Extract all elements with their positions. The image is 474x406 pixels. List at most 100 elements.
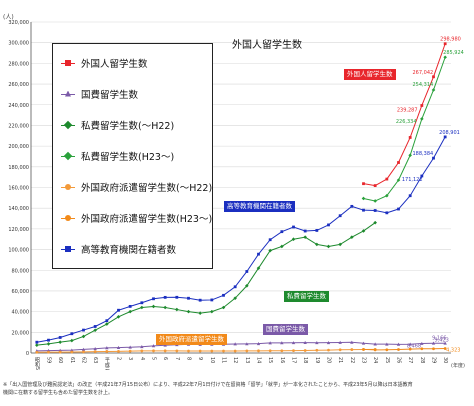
data-point bbox=[443, 135, 447, 139]
chart-plot: 0 20,000 40,000 60,000 80,000 100,000 120,000 1… bbox=[8, 20, 464, 370]
data-point bbox=[432, 75, 435, 79]
data-label: 239,287 bbox=[397, 107, 418, 113]
data-point bbox=[350, 340, 354, 344]
data-label: 267,042 bbox=[413, 70, 434, 76]
data-point bbox=[82, 350, 85, 354]
data-point bbox=[151, 344, 156, 348]
data-point bbox=[198, 311, 202, 315]
data-point bbox=[128, 345, 132, 349]
data-point bbox=[105, 322, 109, 326]
x-tick-label: 12 bbox=[232, 357, 238, 363]
y-tick-label: 300,000 bbox=[8, 41, 29, 47]
data-point bbox=[338, 242, 342, 247]
chart-title: 外国人留学生数 bbox=[232, 40, 302, 51]
data-point bbox=[397, 348, 400, 351]
data-point bbox=[291, 237, 296, 242]
data-point bbox=[431, 88, 436, 92]
x-tick-label: 20 bbox=[326, 357, 332, 363]
x-tick-label: 4 bbox=[139, 357, 145, 360]
x-tick-label: 59 bbox=[46, 357, 52, 363]
legend-swatch bbox=[61, 183, 75, 190]
y-tick-label: 20,000 bbox=[12, 330, 30, 336]
y-tick-label: 240,000 bbox=[8, 103, 29, 109]
data-point bbox=[58, 336, 62, 339]
data-point bbox=[350, 235, 354, 239]
annotation-higher-education: 高等教育機関在籍者数 bbox=[224, 201, 295, 212]
data-point bbox=[81, 347, 86, 351]
x-tick-label: 9 bbox=[197, 357, 203, 360]
legend-item-1: 外国人留学生数 bbox=[61, 56, 148, 70]
legend-swatch bbox=[61, 245, 75, 252]
data-point bbox=[105, 350, 109, 353]
data-point bbox=[256, 266, 261, 270]
data-point bbox=[233, 285, 237, 289]
data-point bbox=[280, 244, 284, 249]
data-point bbox=[210, 309, 214, 314]
data-point bbox=[116, 314, 121, 319]
data-point bbox=[361, 341, 366, 345]
x-tick-label: 30 bbox=[442, 357, 448, 363]
x-tick-label: 21 bbox=[337, 357, 343, 363]
data-point bbox=[128, 304, 132, 308]
data-label: 4,323 bbox=[446, 348, 460, 354]
data-point bbox=[210, 349, 214, 353]
x-tick-label: 19 bbox=[314, 357, 320, 363]
y-tick-label: 100,000 bbox=[8, 248, 29, 254]
data-label: 171,122 bbox=[402, 177, 423, 183]
x-tick-label: 13 bbox=[244, 357, 250, 363]
legend-item-6: 外国政府派遣留学生数(H23～) bbox=[61, 211, 212, 225]
x-tick-label: 18 bbox=[302, 357, 308, 363]
data-point bbox=[70, 350, 74, 354]
x-tick-label: 8 bbox=[186, 357, 192, 360]
data-point bbox=[268, 248, 272, 253]
data-point bbox=[140, 301, 144, 305]
x-tick-label: 5 bbox=[151, 357, 157, 360]
data-point bbox=[397, 207, 400, 211]
y-tick-label: 260,000 bbox=[8, 82, 29, 88]
data-point bbox=[268, 238, 272, 242]
data-point bbox=[210, 298, 214, 302]
legend-swatch bbox=[61, 59, 75, 66]
data-label: 9,423 bbox=[435, 337, 449, 343]
footnote: ※「出入国管理及び難民認定法」の改正（平成21年7月15日公布）により、平成22… bbox=[3, 381, 473, 397]
data-point bbox=[292, 349, 295, 353]
x-tick-label: 23 bbox=[361, 357, 367, 363]
data-point bbox=[292, 225, 295, 229]
legend-swatch bbox=[61, 151, 75, 160]
x-tick-label: 6 bbox=[162, 357, 168, 360]
data-point bbox=[233, 349, 237, 353]
x-tick-label: 62 bbox=[81, 357, 87, 363]
data-point bbox=[93, 350, 97, 354]
x-tick-label: 25 bbox=[384, 357, 390, 363]
data-point bbox=[152, 349, 155, 353]
x-tick-label: 63 bbox=[92, 357, 98, 363]
data-point bbox=[396, 342, 401, 346]
data-point bbox=[152, 297, 155, 301]
data-point bbox=[47, 350, 50, 354]
x-tick-label: 29 bbox=[431, 357, 437, 363]
legend-label: 外国政府派遣留学生数(～H22) bbox=[81, 183, 213, 194]
data-point bbox=[373, 199, 377, 203]
x-tick-label: 昭和58 bbox=[34, 357, 40, 370]
data-point bbox=[140, 305, 144, 310]
legend-swatch bbox=[61, 120, 75, 129]
data-point bbox=[385, 342, 389, 346]
data-point bbox=[257, 252, 260, 256]
x-tick-label: 16 bbox=[279, 357, 285, 363]
data-point bbox=[350, 204, 354, 208]
data-label: 298,980 bbox=[440, 37, 461, 43]
data-point bbox=[35, 343, 39, 347]
y-tick-label: 180,000 bbox=[8, 165, 29, 171]
data-point bbox=[163, 295, 167, 299]
data-label: 188,384 bbox=[413, 151, 434, 157]
data-point bbox=[338, 214, 342, 218]
data-point bbox=[245, 283, 249, 288]
data-point bbox=[257, 349, 260, 353]
data-point bbox=[303, 349, 307, 352]
series-line bbox=[36, 341, 446, 352]
y-tick-label: 280,000 bbox=[8, 61, 29, 67]
data-point bbox=[315, 341, 319, 345]
x-tick-label: 11 bbox=[221, 357, 227, 363]
data-point bbox=[385, 193, 389, 198]
y-tick-label: 60,000 bbox=[12, 289, 30, 295]
